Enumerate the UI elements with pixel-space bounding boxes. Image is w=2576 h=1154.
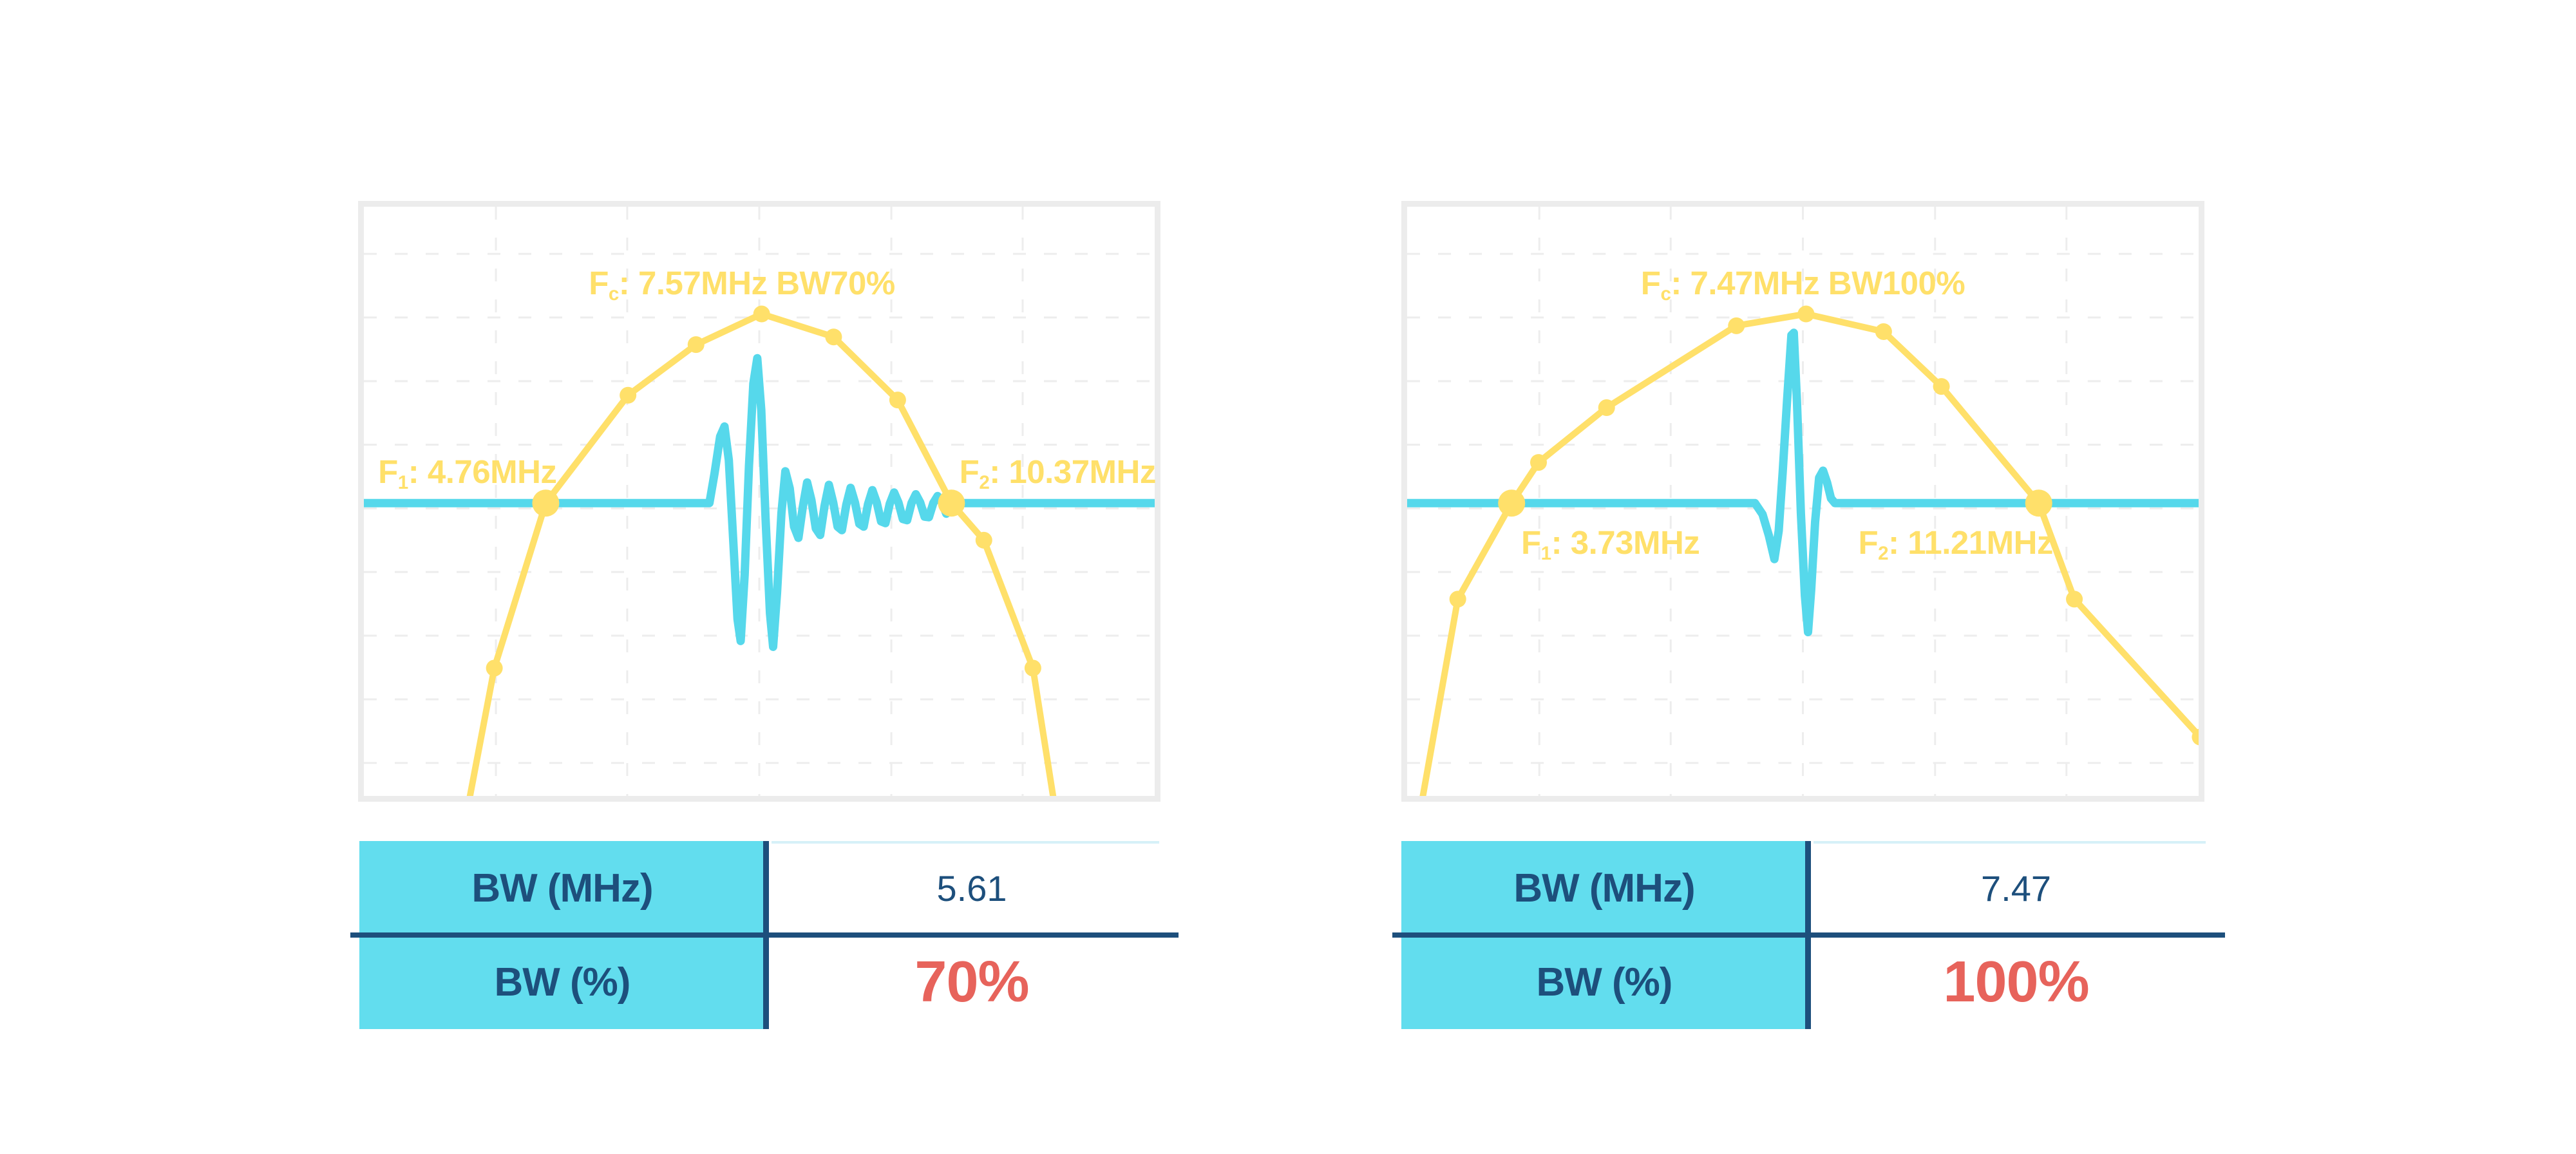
left-chart-plot — [364, 207, 1155, 796]
right-f2-annotation: F2: 11.21MHz — [1858, 524, 2054, 565]
f1-value: : 3.73MHz — [1551, 524, 1700, 562]
f2-value: : 10.37MHz — [989, 453, 1156, 490]
left-bw-table: BW (MHz) 5.61 BW (%) 70% — [350, 841, 1179, 1029]
value-column-top-line — [1814, 841, 2206, 844]
bw-pct-label-cell: BW (%) — [359, 935, 765, 1029]
right-chart-plot — [1407, 207, 2199, 796]
left-f1-annotation: F1: 4.76MHz — [378, 452, 557, 493]
table-row: BW (%) 70% — [359, 935, 1179, 1029]
table-row: BW (MHz) 5.61 — [359, 841, 1179, 935]
right-chart: Fc: 7.47MHz BW100% F1: 3.73MHz F2: 11.21… — [1401, 201, 2204, 802]
f1-subscript: 1 — [397, 471, 408, 493]
right-f1-annotation: F1: 3.73MHz — [1521, 524, 1700, 565]
fc-letter: F — [1640, 264, 1661, 301]
f2-subscript: 2 — [979, 471, 990, 493]
fc-value: : 7.47MHz BW100% — [1671, 264, 1965, 301]
column-divider-line — [1805, 841, 1811, 1029]
bw-pct-value-cell: 70% — [914, 949, 1029, 1014]
fc-value: : 7.57MHz BW70% — [618, 264, 895, 301]
f2-letter: F — [1858, 524, 1879, 562]
bw-mhz-label-cell: BW (MHz) — [359, 841, 765, 935]
left-f2-annotation: F2: 10.37MHz — [959, 452, 1157, 493]
bw-pct-label-cell: BW (%) — [1401, 935, 1807, 1029]
f1-value: : 4.76MHz — [408, 453, 557, 490]
table-row: BW (%) 100% — [1401, 935, 2225, 1029]
bw-mhz-value-cell: 7.47 — [1981, 867, 2051, 909]
fc-letter: F — [589, 264, 609, 301]
f2-letter: F — [959, 453, 980, 490]
right-bw-table: BW (MHz) 7.47 BW (%) 100% — [1392, 841, 2225, 1029]
right-fc-annotation: Fc: 7.47MHz BW100% — [1641, 264, 1965, 305]
f2-value: : 11.21MHz — [1888, 524, 2053, 562]
left-chart: Fc: 7.57MHz BW70% F1: 4.76MHz F2: 10.37M… — [358, 201, 1160, 802]
bw-mhz-value-cell: 5.61 — [936, 867, 1007, 909]
value-column-top-line — [772, 841, 1159, 844]
bw-mhz-label-cell: BW (MHz) — [1401, 841, 1807, 935]
column-divider-line — [763, 841, 769, 1029]
bw-pct-value-cell: 100% — [1943, 949, 2089, 1014]
fc-subscript: c — [1660, 283, 1671, 305]
fc-subscript: c — [608, 283, 619, 305]
f2-subscript: 2 — [1878, 543, 1889, 565]
table-row: BW (MHz) 7.47 — [1401, 841, 2225, 935]
f1-subscript: 1 — [1540, 543, 1551, 565]
f1-letter: F — [378, 453, 398, 490]
left-fc-annotation: Fc: 7.57MHz BW70% — [589, 264, 895, 305]
f1-letter: F — [1520, 524, 1541, 562]
